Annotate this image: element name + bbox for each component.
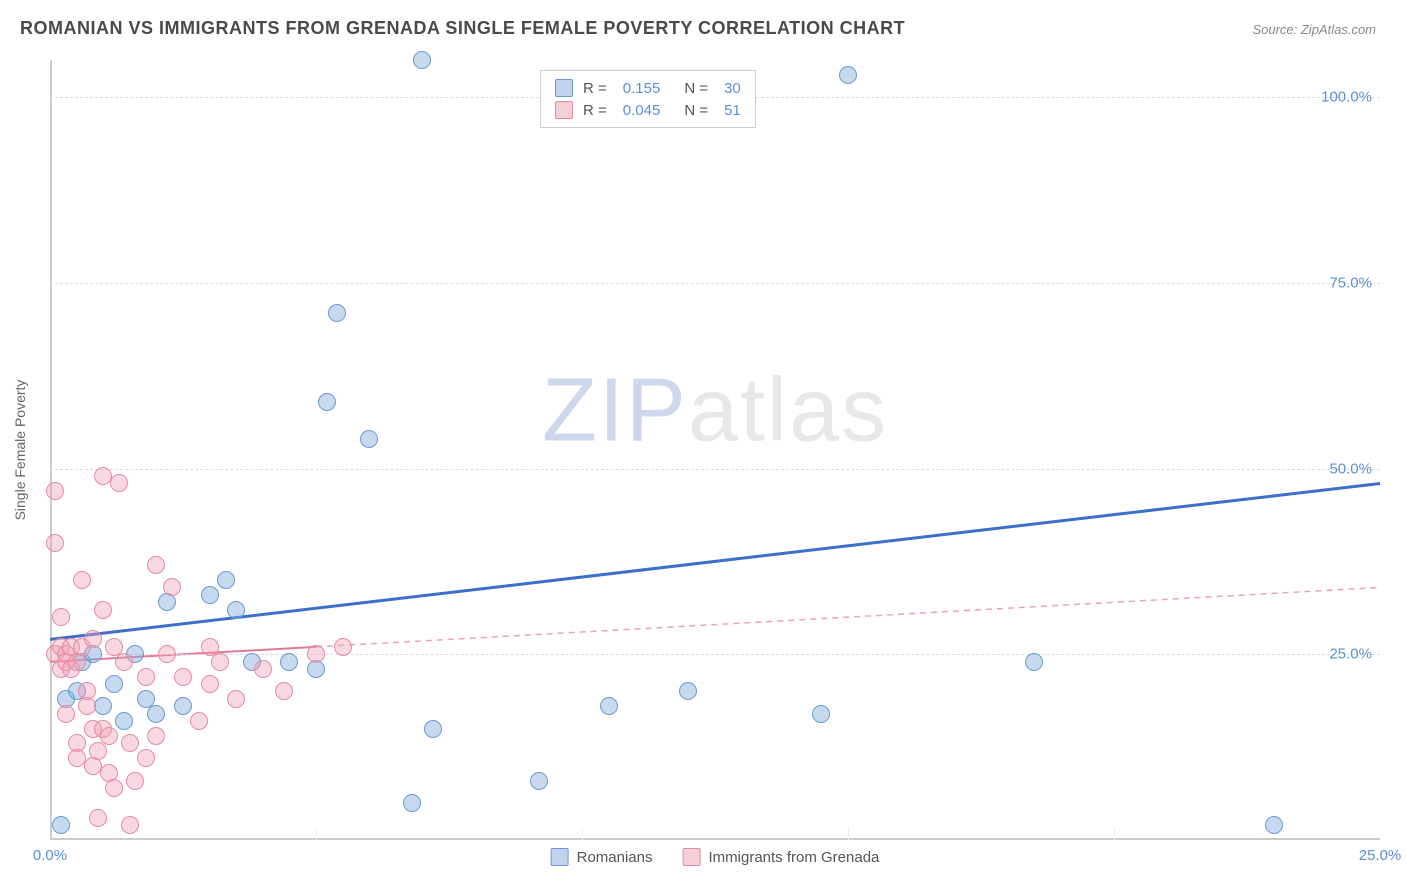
y-tick-label: 25.0% xyxy=(1329,646,1372,663)
scatter-point xyxy=(679,682,697,700)
scatter-point xyxy=(78,682,96,700)
legend-r-label: R = xyxy=(583,80,607,97)
scatter-point xyxy=(1265,816,1283,834)
scatter-point xyxy=(126,772,144,790)
series-legend-label: Immigrants from Grenada xyxy=(708,849,879,866)
correlation-legend: R = 0.155 N = 30 R = 0.045 N = 51 xyxy=(540,70,756,128)
trend-lines xyxy=(50,60,1380,840)
scatter-point xyxy=(201,586,219,604)
series-legend-item: Immigrants from Grenada xyxy=(682,848,879,866)
legend-swatch xyxy=(555,79,573,97)
plot-area: Single Female Poverty ZIPatlas 25.0%50.0… xyxy=(50,60,1380,840)
scatter-point xyxy=(147,727,165,745)
scatter-point xyxy=(73,571,91,589)
scatter-point xyxy=(115,712,133,730)
scatter-point xyxy=(46,482,64,500)
scatter-point xyxy=(403,794,421,812)
x-tick-label: 0.0% xyxy=(33,847,67,864)
scatter-point xyxy=(318,393,336,411)
series-legend-item: Romanians xyxy=(551,848,653,866)
chart-container: ROMANIAN VS IMMIGRANTS FROM GRENADA SING… xyxy=(0,0,1406,892)
scatter-point xyxy=(280,653,298,671)
scatter-plot: 25.0%50.0%75.0%100.0%0.0%25.0% xyxy=(50,60,1380,840)
scatter-point xyxy=(1025,653,1043,671)
gridline-horizontal xyxy=(50,469,1380,470)
legend-row: R = 0.045 N = 51 xyxy=(555,99,741,121)
legend-n-label: N = xyxy=(684,80,708,97)
legend-r-label: R = xyxy=(583,102,607,119)
scatter-point xyxy=(812,705,830,723)
scatter-point xyxy=(147,556,165,574)
legend-r-value: 0.045 xyxy=(623,102,661,119)
x-minor-tick xyxy=(316,828,317,840)
scatter-point xyxy=(190,712,208,730)
scatter-point xyxy=(600,697,618,715)
series-legend-label: Romanians xyxy=(577,849,653,866)
series-legend: Romanians Immigrants from Grenada xyxy=(551,848,880,866)
x-minor-tick xyxy=(582,828,583,840)
y-axis-label: Single Female Poverty xyxy=(12,380,28,521)
x-axis-line xyxy=(50,838,1380,840)
scatter-point xyxy=(174,697,192,715)
scatter-point xyxy=(105,779,123,797)
scatter-point xyxy=(147,705,165,723)
x-minor-tick xyxy=(848,828,849,840)
scatter-point xyxy=(105,675,123,693)
y-tick-label: 50.0% xyxy=(1329,460,1372,477)
scatter-point xyxy=(137,668,155,686)
legend-n-label: N = xyxy=(684,102,708,119)
scatter-point xyxy=(57,705,75,723)
scatter-point xyxy=(201,675,219,693)
legend-n-value: 51 xyxy=(724,102,741,119)
scatter-point xyxy=(227,690,245,708)
legend-swatch xyxy=(551,848,569,866)
scatter-point xyxy=(275,682,293,700)
scatter-point xyxy=(307,645,325,663)
legend-n-value: 30 xyxy=(724,80,741,97)
scatter-point xyxy=(163,578,181,596)
scatter-point xyxy=(211,653,229,671)
legend-r-value: 0.155 xyxy=(623,80,661,97)
scatter-point xyxy=(46,534,64,552)
scatter-point xyxy=(121,816,139,834)
scatter-point xyxy=(52,816,70,834)
scatter-point xyxy=(227,601,245,619)
scatter-point xyxy=(89,742,107,760)
scatter-point xyxy=(424,720,442,738)
y-axis-line xyxy=(50,60,52,840)
scatter-point xyxy=(360,430,378,448)
chart-title: ROMANIAN VS IMMIGRANTS FROM GRENADA SING… xyxy=(20,18,905,39)
scatter-point xyxy=(94,601,112,619)
legend-swatch xyxy=(555,101,573,119)
scatter-point xyxy=(89,809,107,827)
scatter-point xyxy=(158,645,176,663)
x-minor-tick xyxy=(1114,828,1115,840)
scatter-point xyxy=(334,638,352,656)
scatter-point xyxy=(413,51,431,69)
scatter-point xyxy=(115,653,133,671)
scatter-point xyxy=(217,571,235,589)
scatter-point xyxy=(84,630,102,648)
legend-swatch xyxy=(682,848,700,866)
scatter-point xyxy=(839,66,857,84)
scatter-point xyxy=(52,608,70,626)
scatter-point xyxy=(254,660,272,678)
scatter-point xyxy=(530,772,548,790)
scatter-point xyxy=(94,697,112,715)
gridline-horizontal xyxy=(50,283,1380,284)
legend-row: R = 0.155 N = 30 xyxy=(555,77,741,99)
x-tick-label: 25.0% xyxy=(1359,847,1402,864)
y-tick-label: 75.0% xyxy=(1329,274,1372,291)
source-attribution: Source: ZipAtlas.com xyxy=(1252,22,1376,37)
scatter-point xyxy=(100,727,118,745)
scatter-point xyxy=(174,668,192,686)
y-tick-label: 100.0% xyxy=(1321,89,1372,106)
scatter-point xyxy=(328,304,346,322)
scatter-point xyxy=(121,734,139,752)
scatter-point xyxy=(110,474,128,492)
scatter-point xyxy=(137,749,155,767)
